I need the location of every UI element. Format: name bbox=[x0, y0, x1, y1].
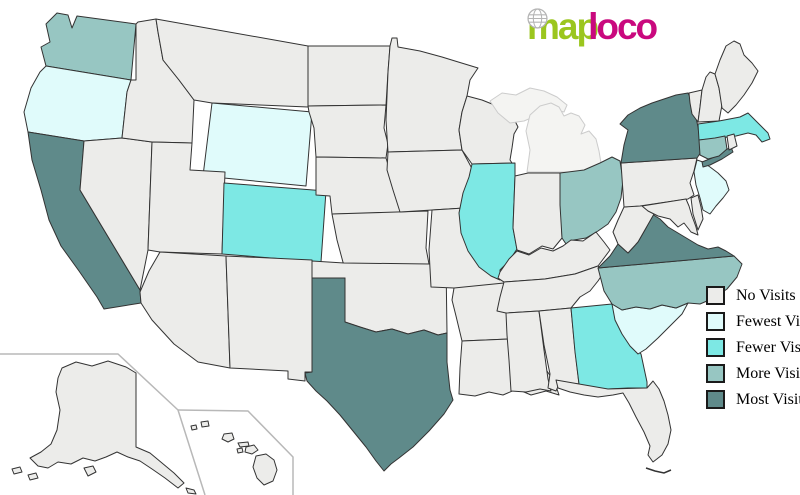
hawaii-inset-border bbox=[177, 409, 294, 495]
state-maine[interactable] bbox=[714, 40, 759, 114]
map-legend: No Visits Fewest Visits Fewer Visits Mor… bbox=[706, 286, 800, 416]
state-rhode-island[interactable] bbox=[726, 133, 738, 151]
state-connecticut[interactable] bbox=[698, 135, 728, 160]
state-colorado[interactable] bbox=[221, 182, 327, 263]
legend-row-more-visits: More Visits bbox=[706, 364, 800, 383]
state-hawaii-niihau[interactable] bbox=[190, 424, 198, 431]
state-alaska-panhandle-island[interactable] bbox=[185, 487, 197, 495]
state-oregon[interactable] bbox=[23, 65, 132, 142]
state-delaware[interactable] bbox=[690, 194, 704, 231]
legend-row-no-visits: No Visits bbox=[706, 286, 800, 305]
state-hawaii-lanai[interactable] bbox=[236, 447, 244, 454]
alaska-inset-border bbox=[0, 353, 206, 495]
state-minnesota[interactable] bbox=[385, 37, 479, 153]
state-texas[interactable] bbox=[304, 277, 454, 472]
state-alaska-aleutian-island[interactable] bbox=[27, 472, 39, 481]
state-alaska[interactable] bbox=[29, 360, 185, 489]
state-alaska-kodiak-island[interactable] bbox=[83, 465, 97, 477]
state-florida[interactable] bbox=[555, 379, 672, 463]
state-arizona[interactable] bbox=[139, 251, 231, 369]
state-new-york[interactable] bbox=[619, 92, 702, 164]
state-hawaii-kauai[interactable] bbox=[200, 420, 210, 428]
legend-swatch-more-visits bbox=[706, 364, 725, 383]
state-hawaii-big-island[interactable] bbox=[252, 453, 278, 486]
state-maryland[interactable] bbox=[641, 198, 699, 236]
state-tennessee[interactable] bbox=[496, 265, 605, 314]
state-michigan-upper-peninsula[interactable] bbox=[489, 87, 568, 124]
legend-row-fewest-visits: Fewest Visits bbox=[706, 312, 800, 331]
legend-label: More Visits bbox=[736, 364, 800, 382]
logo-text-loco: loco bbox=[588, 6, 658, 47]
legend-label: Fewer Visits bbox=[736, 338, 800, 356]
state-hawaii-oahu[interactable] bbox=[221, 432, 235, 443]
legend-row-fewer-visits: Fewer Visits bbox=[706, 338, 800, 357]
legend-label: Fewest Visits bbox=[736, 312, 800, 330]
state-south-dakota[interactable] bbox=[307, 104, 389, 159]
state-indiana[interactable] bbox=[512, 172, 563, 255]
state-wyoming[interactable] bbox=[202, 102, 313, 187]
legend-swatch-fewest-visits bbox=[706, 312, 725, 331]
state-new-jersey[interactable] bbox=[693, 159, 730, 215]
state-new-mexico[interactable] bbox=[225, 255, 313, 382]
maploco-logo[interactable]: map loco bbox=[527, 6, 658, 47]
state-alaska-aleutian-island[interactable] bbox=[11, 466, 23, 475]
state-ohio[interactable] bbox=[559, 156, 624, 245]
legend-row-most-visits: Most Visits bbox=[706, 390, 800, 409]
legend-swatch-fewer-visits bbox=[706, 338, 725, 357]
state-kansas[interactable] bbox=[331, 210, 430, 267]
legend-label: No Visits bbox=[736, 286, 796, 304]
legend-label: Most Visits bbox=[736, 390, 800, 408]
legend-swatch-no-visits bbox=[706, 286, 725, 305]
state-north-dakota[interactable] bbox=[307, 45, 391, 107]
state-hawaii-maui[interactable] bbox=[244, 444, 259, 455]
state-florida-keys[interactable] bbox=[645, 467, 672, 474]
state-michigan-lower-peninsula[interactable] bbox=[525, 102, 602, 173]
legend-swatch-most-visits bbox=[706, 390, 725, 409]
